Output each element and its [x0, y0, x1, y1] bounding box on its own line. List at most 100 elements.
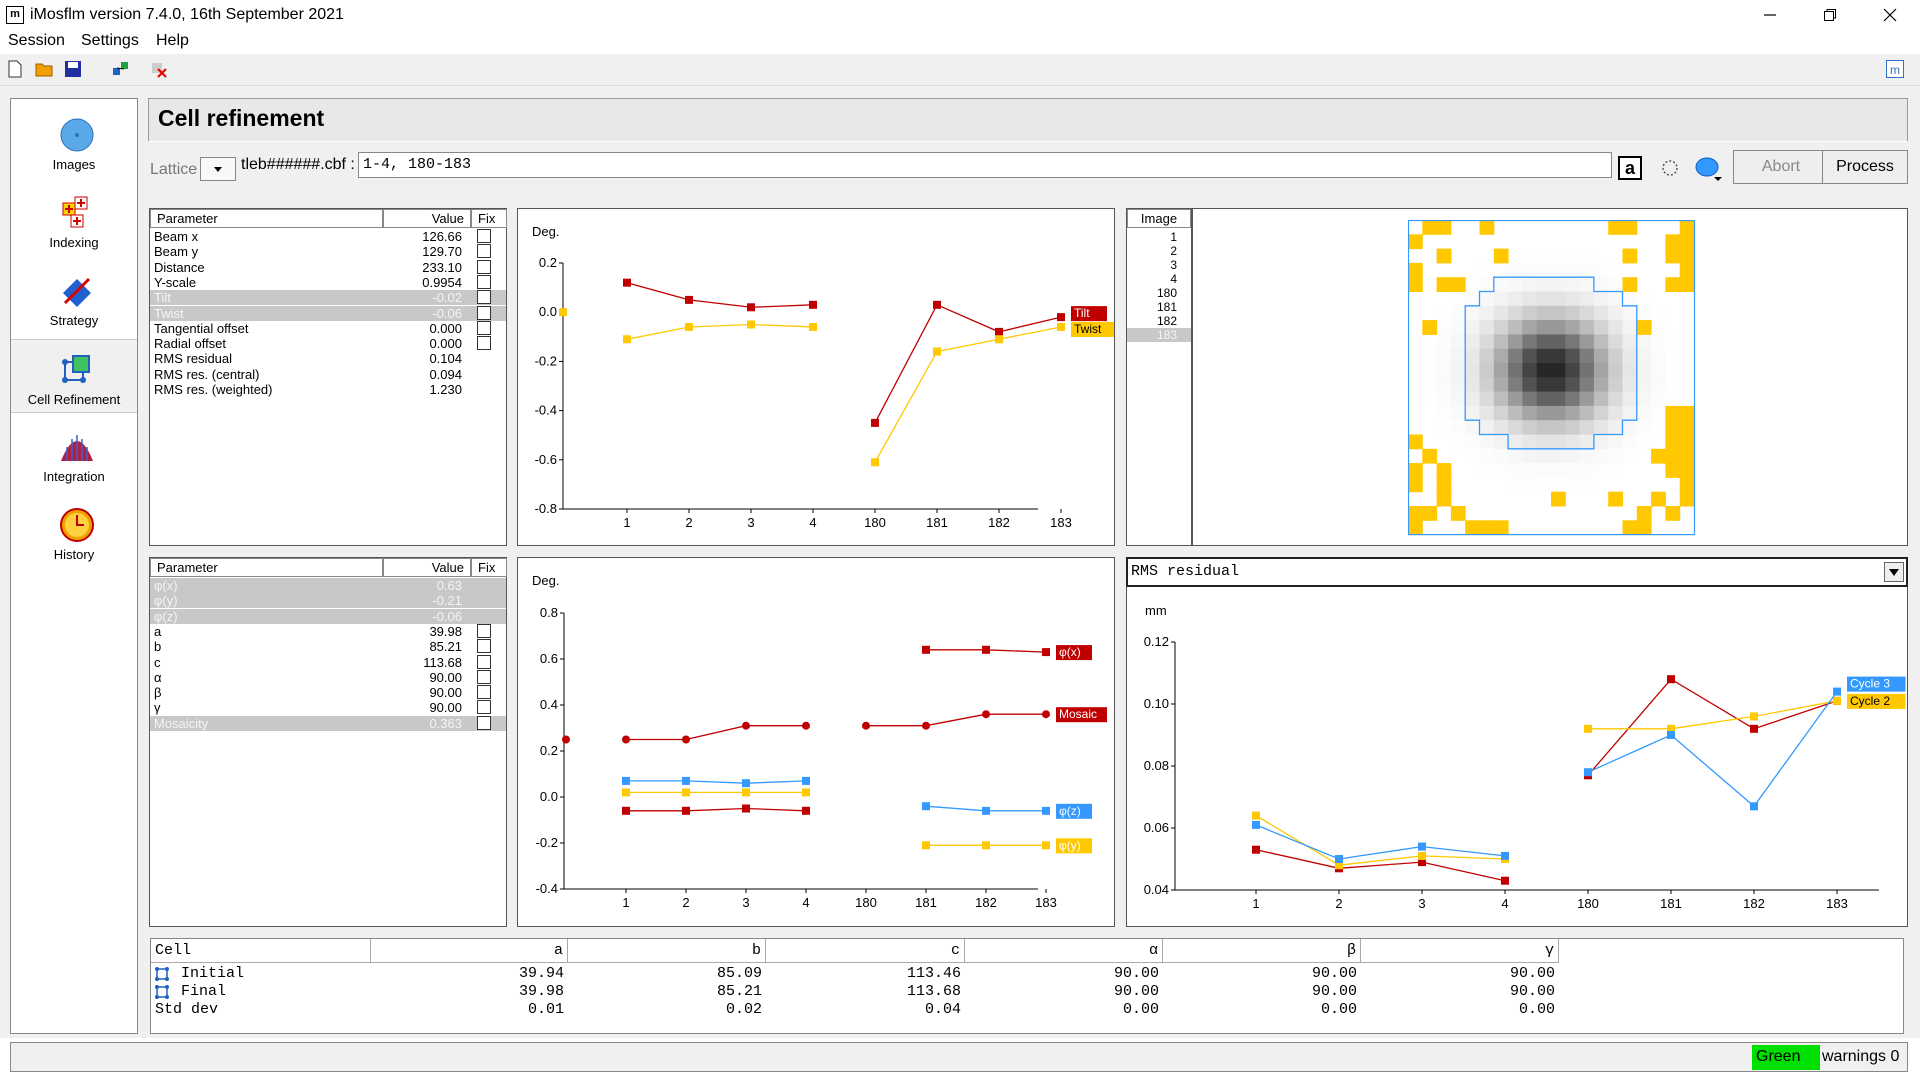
image-list-item[interactable]: 182 — [1156, 314, 1177, 328]
close-window-button[interactable] — [1860, 0, 1920, 30]
spinner-icon[interactable] — [1660, 158, 1680, 178]
overload-pixel — [1408, 477, 1423, 493]
fix-checkbox[interactable] — [477, 623, 491, 638]
menu-session[interactable]: Session — [8, 32, 65, 49]
image-list-item[interactable]: 183 — [1127, 328, 1191, 342]
image-list-item[interactable]: 4 — [1170, 272, 1177, 286]
sidebar-item-integration[interactable]: Integration — [11, 417, 137, 491]
a-button[interactable]: a — [1618, 156, 1642, 180]
overload-pixel — [1408, 520, 1423, 536]
overload-pixel — [1450, 506, 1466, 521]
menu-settings[interactable]: Settings — [81, 32, 139, 49]
overload-pixel — [1665, 277, 1681, 292]
fix-checkbox[interactable] — [477, 669, 491, 684]
fix-checkbox[interactable] — [477, 229, 491, 243]
data-point-item — [682, 788, 690, 797]
spot-pixel — [1408, 363, 1423, 378]
process-button[interactable]: Process — [1822, 150, 1908, 184]
x-tick-label: 180 — [864, 515, 886, 530]
spot-pixel — [1579, 420, 1595, 435]
warnings-count[interactable]: warnings 0 — [1822, 1048, 1900, 1065]
strategy-icon — [63, 277, 91, 307]
save-icon[interactable] — [64, 60, 82, 78]
cell-value: 0.00 — [1518, 1001, 1555, 1018]
col-parameter: Parameter — [150, 209, 383, 228]
spot-pixel — [1651, 234, 1666, 250]
param-name: Distance — [154, 259, 205, 275]
image-list-item[interactable]: 3 — [1170, 258, 1177, 272]
spot-pixel — [1551, 234, 1566, 250]
spot-pixel — [1508, 291, 1523, 307]
open-folder-icon[interactable] — [35, 60, 53, 78]
sidebar-item-indexing[interactable]: Indexing — [11, 183, 137, 257]
fix-checkbox[interactable] — [477, 685, 491, 700]
images-input[interactable]: 1-4, 180-183 — [358, 152, 1612, 178]
fix-checkbox[interactable] — [477, 336, 491, 351]
rms-residual-select[interactable]: RMS residual — [1126, 557, 1908, 587]
spot-pixel — [1665, 334, 1681, 350]
spot-pixel — [1436, 405, 1452, 421]
param-name: Beam x — [154, 229, 199, 244]
sidebar-item-cell-refinement[interactable]: Cell Refinement — [11, 339, 137, 413]
x-tick-label: 4 — [1501, 896, 1508, 911]
data-point-cycle-2 — [1252, 811, 1260, 820]
spot-pixel — [1522, 391, 1538, 407]
spot-pixel — [1622, 334, 1638, 350]
restore-button[interactable] — [1800, 0, 1860, 30]
abort-button[interactable]: Abort — [1733, 150, 1829, 184]
fix-checkbox[interactable] — [477, 244, 491, 259]
fix-checkbox[interactable] — [477, 700, 491, 715]
fix-checkbox[interactable] — [477, 290, 491, 305]
overload-pixel — [1665, 234, 1681, 250]
fix-checkbox[interactable] — [477, 654, 491, 669]
data-point-cycle-2 — [1667, 724, 1675, 733]
y-tick-label: -0.8 — [535, 501, 557, 516]
sidebar-item-history[interactable]: History — [11, 495, 137, 569]
spot-pixel — [1422, 434, 1438, 450]
param-row-radial-offset: Radial offset 0.000 — [150, 336, 506, 351]
disconnect-icon[interactable] — [150, 60, 168, 78]
lattice-select[interactable] — [200, 157, 236, 181]
imosflm-logo-icon[interactable]: m — [1886, 60, 1904, 78]
spot-pixel — [1536, 363, 1552, 378]
new-file-icon[interactable] — [6, 60, 24, 78]
fix-checkbox[interactable] — [477, 320, 491, 335]
x-tick-label: 180 — [1577, 896, 1599, 911]
spot-pixel — [1536, 491, 1552, 507]
chevron-down-icon[interactable] — [1884, 562, 1904, 582]
spot-pixel — [1636, 405, 1652, 421]
sidebar-item-images[interactable]: Images — [11, 105, 137, 179]
fix-checkbox[interactable] — [477, 715, 491, 730]
fix-checkbox[interactable] — [477, 639, 491, 654]
data-point-z — [982, 806, 990, 815]
menu-help[interactable]: Help — [156, 32, 189, 49]
page-title: Cell refinement — [158, 105, 325, 131]
minimize-button[interactable] — [1740, 0, 1800, 30]
image-list-item[interactable]: 180 — [1156, 286, 1177, 300]
image-list-item[interactable]: 1 — [1170, 230, 1177, 244]
data-point-mosaic — [982, 710, 990, 719]
spot-pixel — [1622, 491, 1638, 507]
network-icon[interactable] — [112, 60, 130, 78]
spot-pixel — [1536, 248, 1552, 264]
predict-icon[interactable] — [1694, 155, 1722, 181]
spot-pixel — [1522, 448, 1538, 464]
spot-pixel — [1608, 420, 1623, 435]
image-list-item[interactable]: 181 — [1156, 300, 1177, 314]
param-row-item: β 90.00 — [150, 685, 506, 700]
spot-pixel — [1622, 391, 1638, 407]
image-list-header: Image — [1127, 209, 1191, 228]
x-tick-label: 183 — [1826, 896, 1848, 911]
spot-pixel — [1479, 291, 1495, 307]
spot-pixel — [1651, 305, 1666, 321]
image-list-item[interactable]: 2 — [1170, 244, 1177, 258]
sidebar-item-strategy[interactable]: Strategy — [11, 261, 137, 335]
spot-pixel — [1579, 377, 1595, 393]
fix-checkbox[interactable] — [477, 259, 491, 274]
spot-pixel — [1551, 377, 1566, 393]
spot-pixel — [1508, 262, 1523, 278]
status-badge: Green — [1752, 1045, 1820, 1070]
data-point-z — [922, 802, 930, 811]
fix-checkbox[interactable] — [477, 274, 491, 289]
fix-checkbox[interactable] — [477, 305, 491, 320]
